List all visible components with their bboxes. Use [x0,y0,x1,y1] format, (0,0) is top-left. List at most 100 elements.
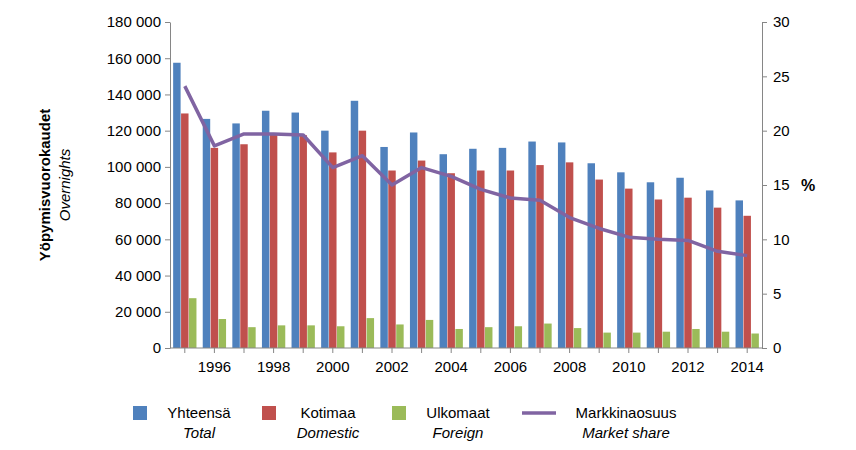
bar [270,133,277,348]
bar [173,63,180,348]
x-axis: 1996199820002002200420062008201020122014 [170,348,764,375]
bar [684,198,691,348]
bar [647,182,654,348]
tick-mark [510,348,511,353]
bar [499,148,506,348]
tick-mark [540,348,541,353]
tick-mark [569,348,570,353]
tick: 0 [762,339,781,356]
bar [211,148,218,348]
tick: 2012 [671,348,704,375]
legend-symbol [392,406,406,420]
tick: 40 000 [115,267,170,284]
tick-mark [658,348,659,353]
legend-label: Ulkomaat [426,404,490,421]
bar [418,161,425,348]
bar [692,329,699,348]
tick: 120 000 [107,122,170,139]
tick-label: 160 000 [107,50,161,67]
bar-series [173,63,743,348]
bar [743,216,750,348]
bar [477,171,484,348]
bar [544,324,551,348]
tick: 140 000 [107,86,170,103]
legend-symbol [133,406,147,420]
tick: 10 [762,231,790,248]
tick-label: 2006 [494,358,527,375]
tick-mark [762,239,767,240]
bar [367,318,374,348]
tick-mark [184,348,185,353]
bar [617,172,624,348]
bar [329,152,336,348]
bar [558,142,565,348]
tick-mark [392,348,393,353]
tick [421,348,422,353]
tick: 25 [762,68,790,85]
tick-label: 1998 [257,358,290,375]
tick-mark [165,239,170,240]
bar [447,173,454,348]
bar [603,333,610,348]
bar [574,328,581,348]
tick [303,348,304,353]
line [185,86,747,256]
tick-label: 30 [773,13,790,30]
tick: 2008 [553,348,586,375]
tick-mark [214,348,215,353]
tick: 30 [762,13,790,30]
tick-label: 10 [773,231,790,248]
axis-line [170,23,171,349]
tick [184,348,185,353]
axis-line [170,348,762,349]
legend-label: Domestic [297,424,360,441]
tick-mark [165,94,170,95]
bar [515,326,522,348]
tick-label: 120 000 [107,122,161,139]
tick-mark [762,294,767,295]
tick-label: 0 [153,339,161,356]
tick: 160 000 [107,50,170,67]
bar [706,190,713,348]
tick-label: 80 000 [115,194,161,211]
tick [362,348,363,353]
bar [203,119,210,348]
tick-mark [762,348,767,349]
bar [248,327,255,348]
tick-mark [165,22,170,23]
tick-label: 2012 [671,358,704,375]
bar [307,325,314,348]
tick-label: 2002 [375,358,408,375]
tick-mark [165,203,170,204]
tick-label: 2010 [612,358,645,375]
bar [278,325,285,348]
tick-mark [165,312,170,313]
tick-mark [244,348,245,353]
tick [717,348,718,353]
bar [595,180,602,348]
legend-symbol [262,406,276,420]
tick-mark [628,348,629,353]
tick-label: 60 000 [115,231,161,248]
axis-title: % [801,177,815,194]
tick-mark [451,348,452,353]
tick: 20 [762,122,790,139]
tick-label: 1996 [198,358,231,375]
tick: 15 [762,176,790,193]
bar [410,132,417,348]
legend: YhteensäTotalKotimaaDomesticUlkomaatFore… [133,404,676,441]
tick: 5 [762,285,781,302]
y2-axis: 0 5 10 15 20 25 30 [762,13,790,356]
tick-label: 0 [773,339,781,356]
tick-mark [165,276,170,277]
tick-mark [762,185,767,186]
tick-label: 180 000 [107,13,161,30]
tick: 20 000 [115,303,170,320]
legend-symbol [522,411,556,415]
tick-mark [762,76,767,77]
bar [633,333,640,348]
tick-mark [165,167,170,168]
bar [351,101,358,348]
plot-area [173,63,759,348]
y-axis: 020 00040 00060 00080 000100 000120 0001… [107,13,171,356]
